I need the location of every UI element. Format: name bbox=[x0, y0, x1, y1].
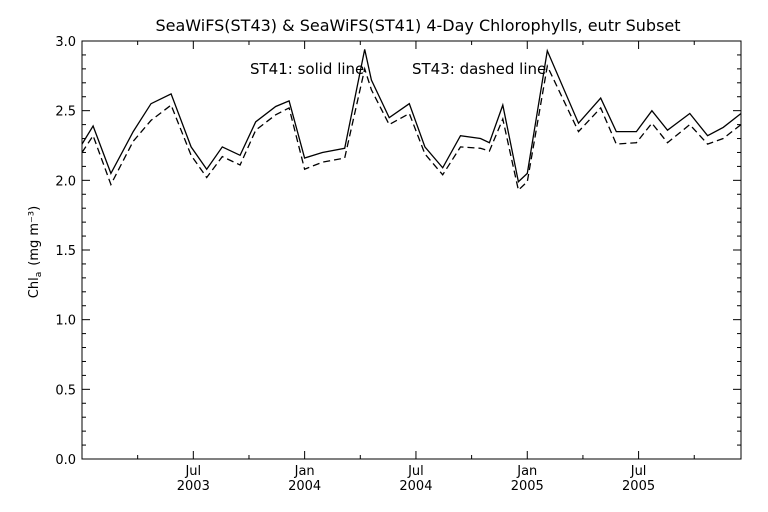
x-tick-label-year: 2005 bbox=[622, 479, 655, 494]
x-tick-label-year: 2004 bbox=[399, 479, 432, 494]
y-axis-label-sub: a bbox=[34, 272, 44, 278]
y-axis-label-main: Chl bbox=[27, 277, 42, 298]
y-tick-label: 2.5 bbox=[55, 105, 76, 120]
annotation-st41: ST41: solid line bbox=[250, 60, 364, 78]
y-tick-label: 0.0 bbox=[55, 453, 76, 468]
series-group bbox=[81, 48, 742, 192]
x-tick-label-year: 2004 bbox=[288, 479, 321, 494]
x-tick-label-month: Jan bbox=[516, 464, 537, 479]
x-tick-label-month: Jul bbox=[630, 464, 647, 479]
series-line-st43 bbox=[81, 63, 742, 192]
axes-group bbox=[81, 40, 742, 460]
series-line-st41 bbox=[81, 48, 742, 183]
y-tick-label: 2.0 bbox=[55, 174, 76, 189]
y-tick-label: 0.5 bbox=[55, 383, 76, 398]
x-tick-label-month: Jul bbox=[184, 464, 201, 479]
x-tick-label-year: 2005 bbox=[511, 479, 544, 494]
chart-title: SeaWiFS(ST43) & SeaWiFS(ST41) 4-Day Chlo… bbox=[155, 16, 680, 35]
y-tick-label: 3.0 bbox=[55, 35, 76, 50]
y-axis-label-units: (mg m⁻³) bbox=[27, 206, 42, 266]
annotation-st43: ST43: dashed line bbox=[412, 60, 546, 78]
y-ticks: 0.0 0.5 1.0 1.5 2.0 2.5 3.0 bbox=[55, 35, 741, 468]
x-tick-label-month: Jul bbox=[407, 464, 424, 479]
x-tick-label-year: 2003 bbox=[177, 479, 210, 494]
x-tick-label-month: Jan bbox=[294, 464, 315, 479]
plot-frame bbox=[81, 40, 742, 460]
y-tick-label: 1.0 bbox=[55, 314, 76, 329]
y-axis-label: Chla (mg m⁻³) bbox=[27, 206, 44, 298]
y-tick-label: 1.5 bbox=[55, 244, 76, 259]
